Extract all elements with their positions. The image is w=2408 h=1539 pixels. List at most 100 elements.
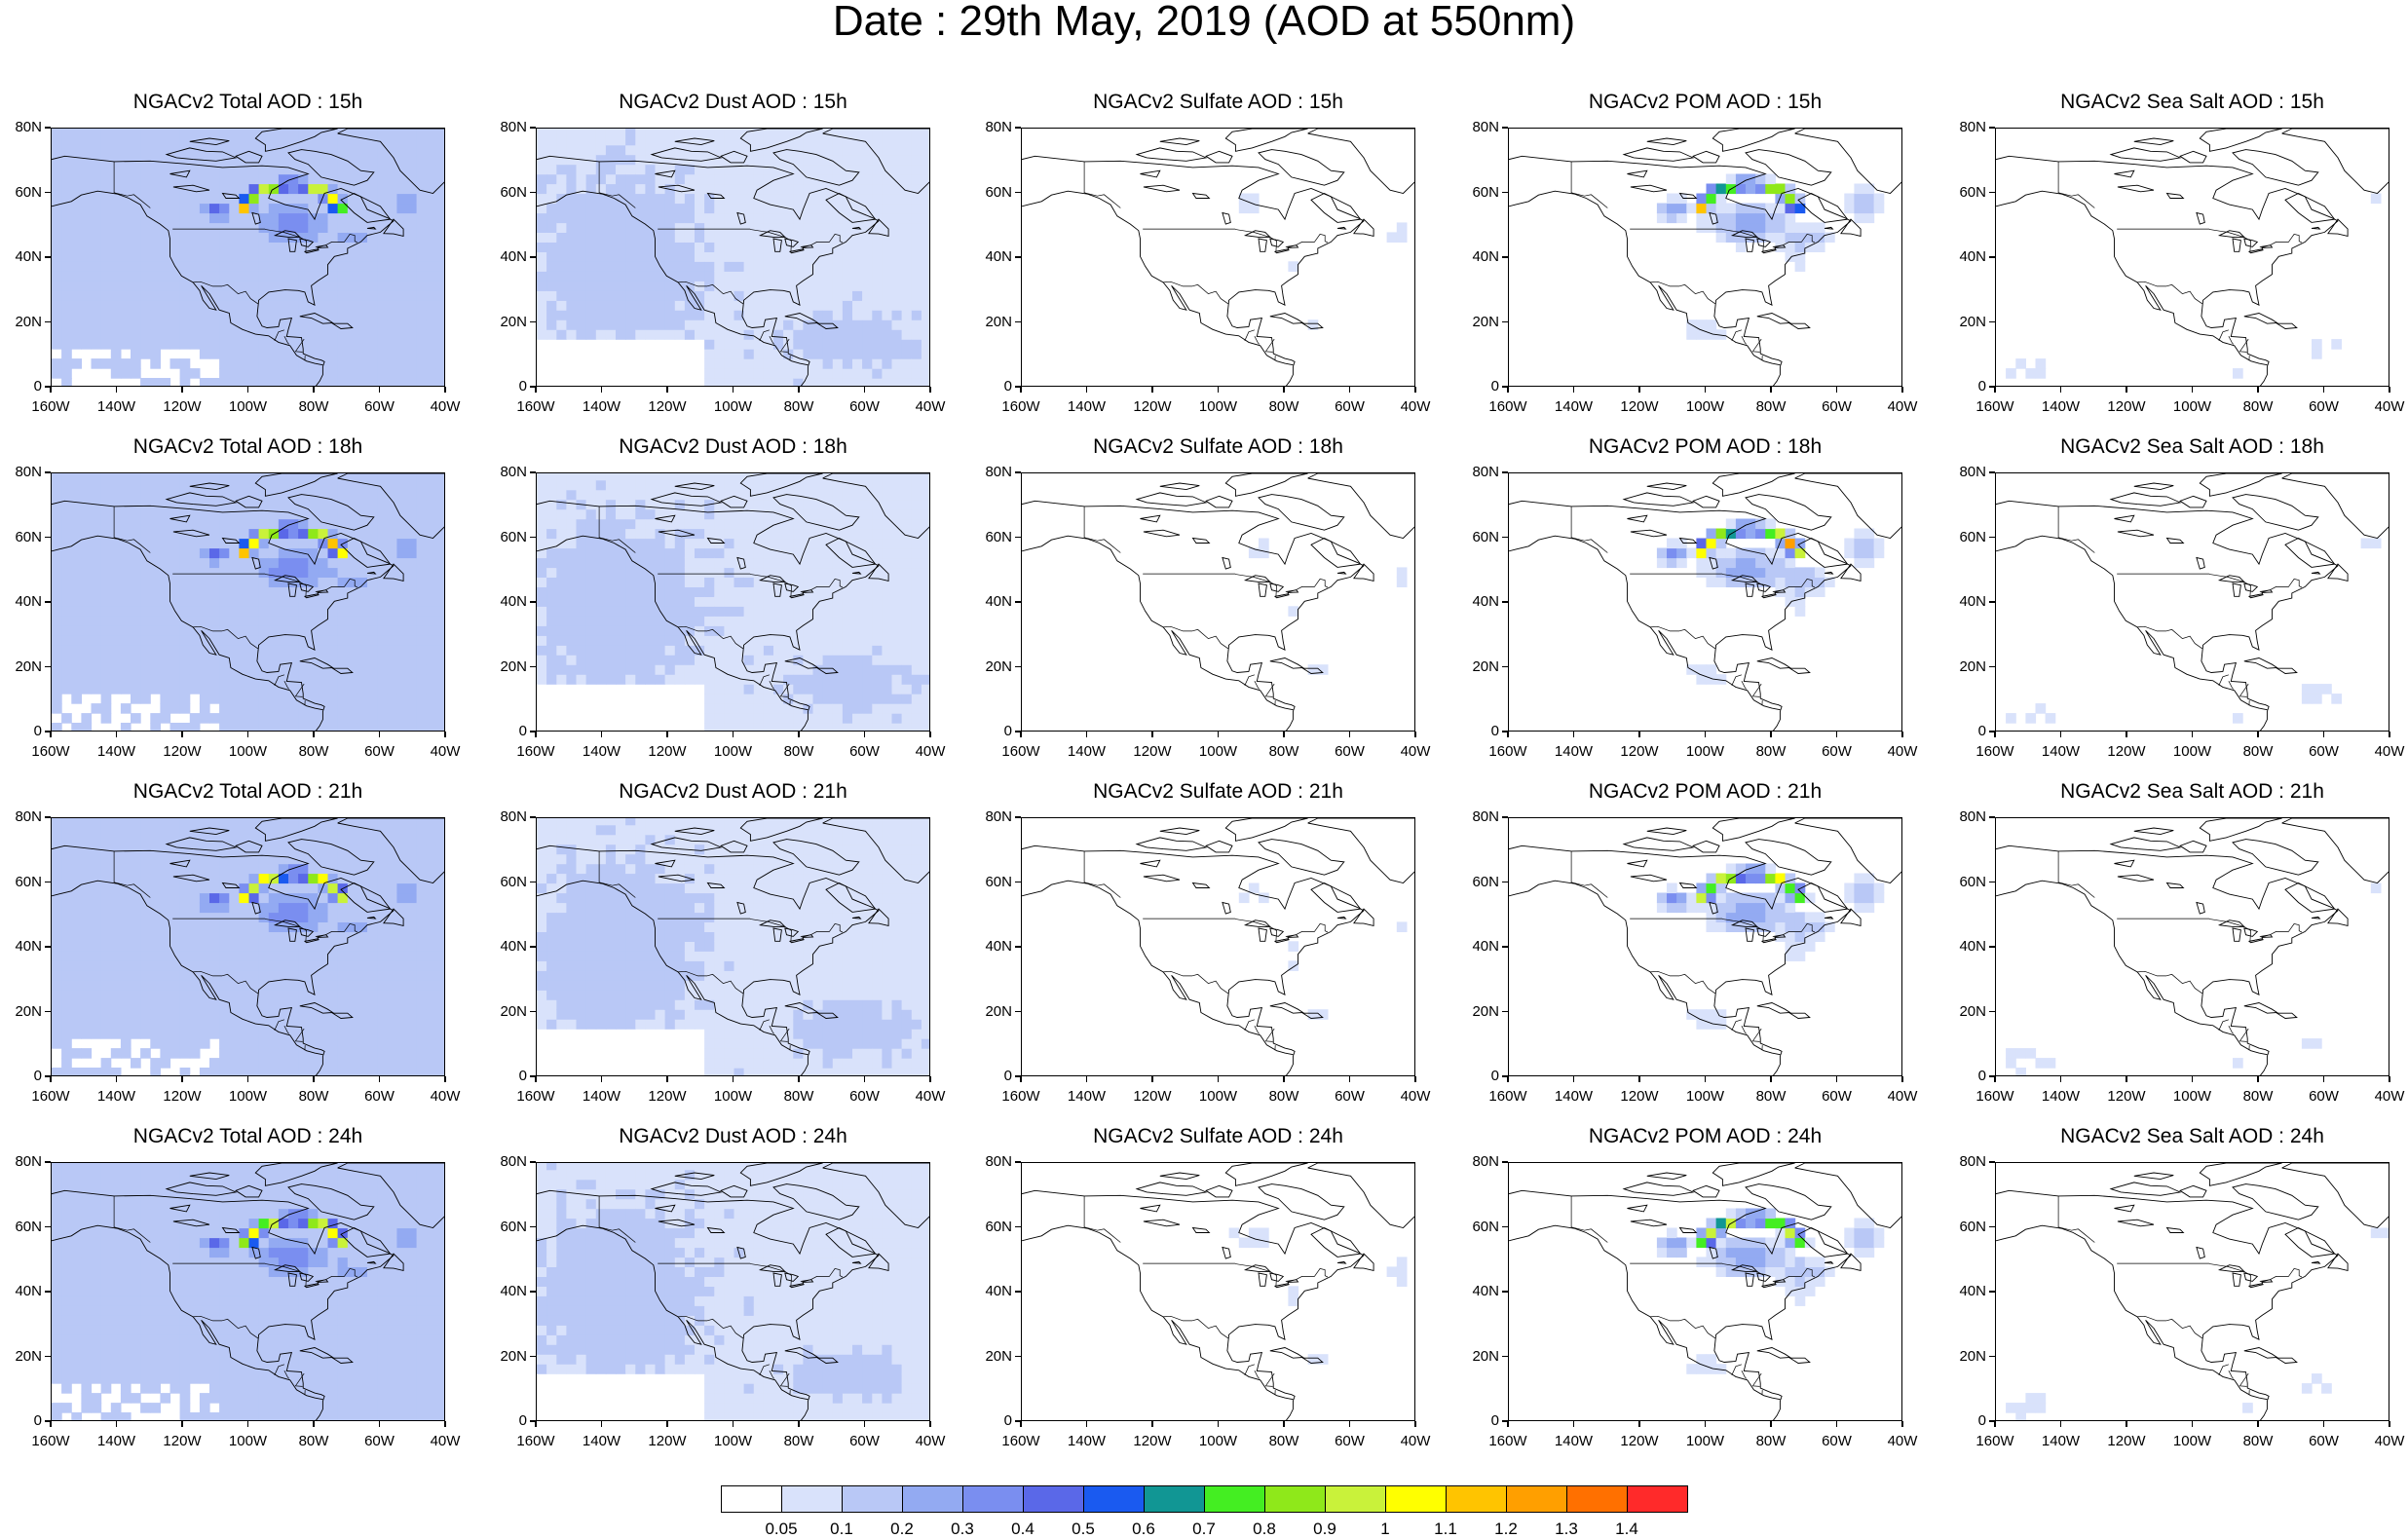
aod-cell xyxy=(616,625,626,636)
aod-cell xyxy=(92,339,102,350)
aod-cell xyxy=(298,664,309,675)
y-tick-mark xyxy=(1989,471,1995,473)
aod-cell xyxy=(556,664,567,675)
aod-cell xyxy=(566,271,577,282)
panel-title: NGACv2 POM AOD : 15h xyxy=(1469,91,1941,114)
aod-cell xyxy=(180,242,191,252)
y-tick-label: 0 xyxy=(34,723,42,739)
aod-cell xyxy=(170,694,181,704)
aod-cell xyxy=(259,625,270,636)
coastline xyxy=(2197,558,2204,570)
aod-cell xyxy=(882,529,892,540)
aod-cell xyxy=(259,358,270,369)
aod-cell xyxy=(882,635,892,646)
aod-cell xyxy=(259,684,270,694)
aod-cell xyxy=(131,548,141,559)
aod-cell xyxy=(892,204,903,214)
x-tick-mark xyxy=(444,387,446,393)
aod-cell xyxy=(922,664,930,675)
y-tick-label: 60N xyxy=(1959,184,1986,201)
aod-cell xyxy=(656,539,666,549)
aod-cell xyxy=(843,349,853,359)
aod-cell xyxy=(625,319,636,330)
aod-cell xyxy=(407,368,418,379)
aod-cell xyxy=(200,684,210,694)
aod-cell xyxy=(81,480,92,491)
aod-cell xyxy=(813,539,824,549)
aod-cell xyxy=(417,261,428,272)
aod-cell xyxy=(862,674,873,685)
aod-cell xyxy=(1707,204,1717,214)
aod-cell xyxy=(596,480,607,491)
aod-cell xyxy=(586,329,597,340)
aod-cell xyxy=(190,655,201,665)
x-tick-mark xyxy=(1507,387,1509,393)
aod-field xyxy=(1996,473,2389,732)
y-tick-mark xyxy=(530,256,536,258)
aod-cell xyxy=(852,155,863,166)
aod-cell xyxy=(140,567,151,578)
aod-cell xyxy=(852,490,863,501)
aod-cell xyxy=(922,635,930,646)
x-tick-label: 40W xyxy=(906,398,955,415)
aod-cell xyxy=(348,155,358,166)
aod-cell xyxy=(675,596,686,607)
aod-cell xyxy=(150,577,161,587)
aod-cell xyxy=(566,529,577,540)
aod-cell xyxy=(1864,548,1875,559)
aod-cell xyxy=(71,155,82,166)
aod-cell xyxy=(396,684,407,694)
aod-cell xyxy=(81,586,92,597)
aod-cell xyxy=(724,509,734,520)
aod-cell xyxy=(427,577,437,587)
aod-cell xyxy=(596,222,607,233)
aod-cell xyxy=(546,490,557,501)
aod-cell xyxy=(596,500,607,510)
aod-cell xyxy=(823,349,834,359)
aod-cell xyxy=(436,251,445,262)
aod-cell xyxy=(754,480,765,491)
aod-cell xyxy=(427,473,437,480)
aod-cell xyxy=(111,635,122,646)
aod-cell xyxy=(407,684,418,694)
aod-cell xyxy=(902,329,913,340)
aod-cell xyxy=(407,674,418,685)
panel-title: NGACv2 Sea Salt AOD : 18h xyxy=(1956,435,2408,459)
aod-cell xyxy=(1239,204,1250,214)
aod-cell xyxy=(239,703,249,714)
aod-cell xyxy=(912,674,922,685)
aod-cell xyxy=(71,129,82,135)
aod-cell xyxy=(180,281,191,291)
aod-cell xyxy=(249,358,260,369)
aod-cell xyxy=(2302,684,2313,694)
aod-cell xyxy=(417,242,428,252)
aod-cell xyxy=(348,586,358,597)
aod-cell xyxy=(537,567,547,578)
aod-cell xyxy=(219,519,230,530)
aod-cell xyxy=(843,358,853,369)
aod-cell xyxy=(160,703,170,714)
x-tick-mark xyxy=(798,387,800,393)
aod-cell xyxy=(852,145,863,156)
aod-cell xyxy=(665,300,676,311)
aod-cell xyxy=(52,184,62,195)
aod-cell xyxy=(862,368,873,379)
aod-cell xyxy=(744,194,755,205)
aod-cell xyxy=(219,271,230,282)
aod-cell xyxy=(823,271,834,282)
aod-cell xyxy=(348,165,358,175)
aod-cell xyxy=(269,664,280,675)
x-tick-mark xyxy=(1020,387,1022,393)
aod-cell xyxy=(308,645,319,656)
aod-cell xyxy=(556,635,567,646)
aod-cell xyxy=(813,500,824,510)
aod-cell xyxy=(852,713,863,724)
aod-cell xyxy=(537,310,547,320)
aod-cell xyxy=(396,694,407,704)
aod-cell xyxy=(318,251,328,262)
aod-cell xyxy=(131,529,141,540)
aod-cell xyxy=(833,500,844,510)
aod-cell xyxy=(219,548,230,559)
aod-cell xyxy=(160,567,170,578)
aod-cell xyxy=(892,616,903,626)
